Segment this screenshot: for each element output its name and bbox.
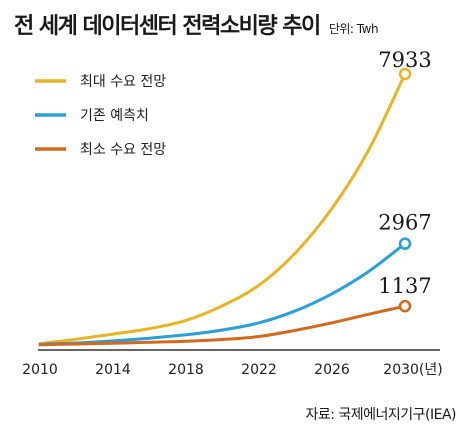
legend-label: 최대 수요 전망 [80,74,166,90]
x-tick-label: 2018 [168,362,204,378]
series-line [38,242,407,346]
legend-label: 최소 수요 전망 [80,142,166,158]
series-end-marker [398,67,412,81]
series-end-marker [398,299,412,313]
chart-title: 전 세계 데이터센터 전력소비량 추이 [14,14,321,39]
legend-label: 기존 예측치 [80,108,149,124]
data-label: 2967 [378,211,431,235]
chart-header: 전 세계 데이터센터 전력소비량 추이 단위: Twh [14,8,379,40]
series-line [38,72,407,346]
unit-label: 단위: Twh [328,22,379,36]
x-tick-label: 2010 [22,362,58,378]
data-label: 7933 [378,48,431,72]
source-note: 자료: 국제에너지기구(IEA) [305,407,456,423]
x-tick-label: 2022 [241,362,277,378]
x-tick-label: 2026 [314,362,350,378]
data-label: 1137 [378,274,431,298]
x-tick-label: 2030(년) [383,362,442,378]
x-tick-label: 2014 [95,362,131,378]
series-line [38,304,407,347]
series-end-marker [398,237,412,250]
